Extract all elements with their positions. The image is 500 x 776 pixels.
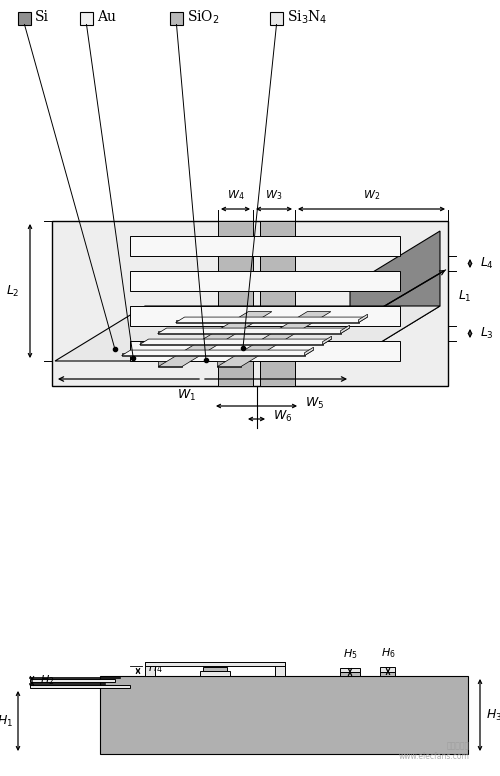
Polygon shape	[350, 231, 440, 361]
Text: $H_3$: $H_3$	[486, 708, 500, 722]
Text: SiO$_2$: SiO$_2$	[187, 9, 220, 26]
Text: $H_2$: $H_2$	[40, 673, 54, 687]
Text: Au: Au	[97, 10, 116, 24]
Polygon shape	[322, 336, 332, 345]
Polygon shape	[176, 320, 358, 323]
Polygon shape	[55, 286, 350, 361]
Text: $H_1$: $H_1$	[0, 713, 13, 729]
Text: $L_3$: $L_3$	[480, 326, 494, 341]
Polygon shape	[217, 312, 331, 366]
Bar	[380, 672, 395, 676]
Bar	[270, 12, 283, 25]
Bar	[260, 221, 295, 386]
Text: $L_1$: $L_1$	[458, 289, 471, 303]
Text: $W_2$: $W_2$	[363, 189, 380, 202]
Bar	[80, 12, 93, 25]
Polygon shape	[217, 361, 241, 366]
Polygon shape	[158, 312, 272, 366]
Bar	[275, 662, 285, 676]
Polygon shape	[122, 353, 304, 355]
Polygon shape	[122, 350, 314, 355]
Polygon shape	[55, 306, 440, 361]
Bar	[170, 12, 183, 25]
Polygon shape	[176, 317, 368, 323]
Bar	[130, 341, 400, 361]
Text: $W_3$: $W_3$	[266, 189, 282, 202]
Bar	[30, 679, 115, 682]
Bar	[145, 662, 155, 676]
Text: $W_1$: $W_1$	[178, 388, 197, 403]
Bar	[145, 662, 285, 666]
Bar	[340, 672, 360, 676]
Text: $L_4$: $L_4$	[480, 256, 494, 271]
Polygon shape	[358, 314, 368, 323]
Bar	[100, 676, 468, 754]
Bar	[130, 306, 400, 326]
Polygon shape	[340, 325, 349, 334]
Bar	[130, 236, 400, 256]
Polygon shape	[158, 328, 350, 334]
Text: $L_2$: $L_2$	[6, 283, 20, 299]
Text: Si$_3$N$_4$: Si$_3$N$_4$	[287, 9, 328, 26]
Polygon shape	[140, 341, 322, 345]
Bar	[218, 221, 253, 386]
Bar	[52, 221, 448, 386]
Text: $H_5$: $H_5$	[342, 647, 357, 661]
Polygon shape	[158, 361, 182, 366]
Bar	[200, 671, 230, 676]
Text: $W_5$: $W_5$	[305, 396, 324, 411]
Text: 电子发烧友
www.elecfans.com: 电子发烧友 www.elecfans.com	[399, 742, 470, 761]
Bar	[340, 668, 360, 672]
Text: Si: Si	[35, 10, 49, 24]
Text: $H_4$: $H_4$	[148, 661, 163, 675]
Text: $W_4$: $W_4$	[226, 189, 244, 202]
Bar	[18, 12, 31, 25]
Bar	[130, 271, 400, 291]
Bar	[30, 685, 130, 688]
Polygon shape	[158, 331, 340, 334]
Polygon shape	[304, 347, 314, 355]
Bar	[203, 667, 227, 671]
Text: $H_6$: $H_6$	[380, 646, 396, 660]
Text: $W_6$: $W_6$	[273, 408, 292, 424]
Bar	[380, 667, 395, 672]
Polygon shape	[140, 339, 332, 345]
